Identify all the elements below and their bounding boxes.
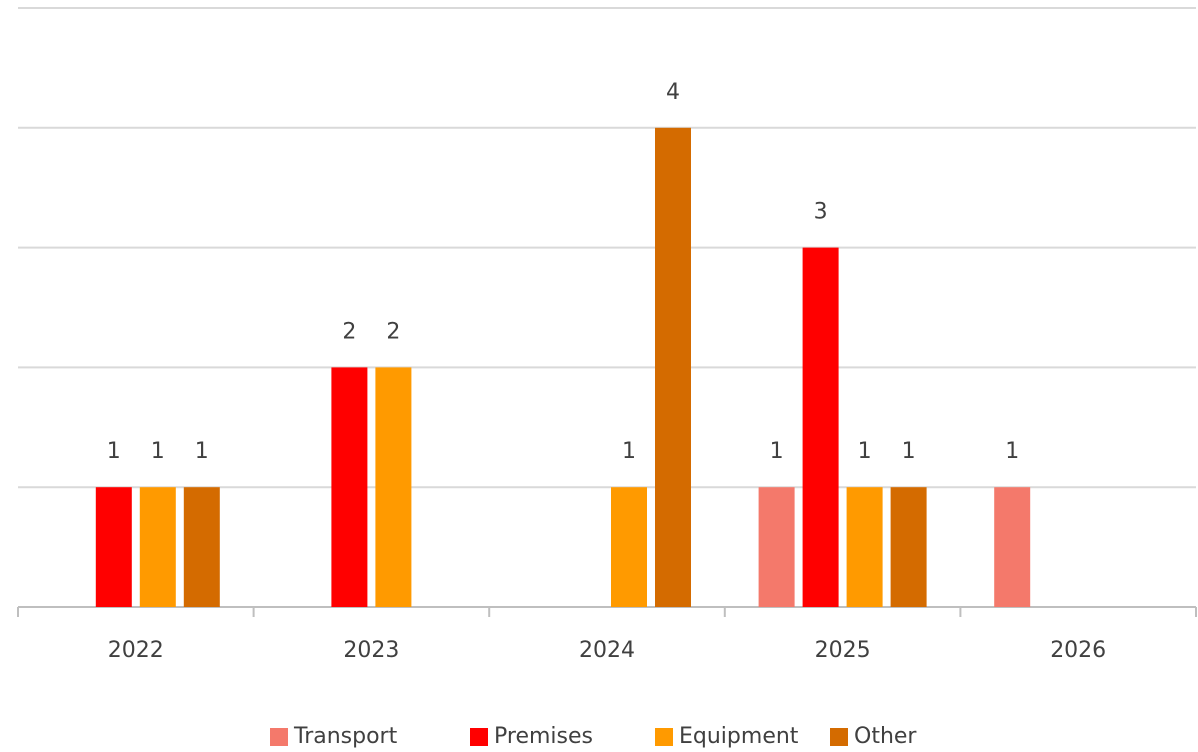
x-tick-label: 2026	[1050, 638, 1106, 663]
bar	[758, 487, 795, 607]
legend-label: Other	[854, 724, 917, 749]
bar	[611, 487, 647, 607]
data-label: 2	[342, 319, 356, 344]
legend-swatch	[270, 728, 288, 746]
x-tick-label: 2025	[815, 638, 871, 663]
legend-swatch	[830, 728, 848, 746]
bar	[95, 487, 132, 607]
data-label: 1	[195, 439, 209, 464]
legend-label: Premises	[494, 724, 593, 749]
data-label: 1	[107, 439, 121, 464]
legend-swatch	[470, 728, 488, 746]
bar	[846, 487, 883, 607]
bar	[802, 247, 839, 607]
bar	[331, 367, 368, 607]
x-tick-label: 2023	[343, 638, 399, 663]
bar	[139, 487, 176, 607]
data-label: 1	[902, 439, 916, 464]
data-label: 1	[1005, 439, 1019, 464]
bar	[890, 487, 927, 607]
data-label: 1	[622, 439, 636, 464]
bar	[375, 367, 412, 607]
data-label: 1	[858, 439, 872, 464]
data-label: 1	[770, 439, 784, 464]
data-label: 4	[666, 80, 680, 105]
bar	[183, 487, 220, 607]
legend-swatch	[655, 728, 673, 746]
data-label: 3	[814, 200, 828, 225]
data-label: 1	[151, 439, 165, 464]
x-tick-label: 2024	[579, 638, 635, 663]
bar	[994, 487, 1031, 607]
legend-label: Equipment	[679, 724, 799, 749]
x-tick-label: 2022	[108, 638, 164, 663]
legend-label: Transport	[293, 724, 398, 749]
bar	[655, 127, 691, 608]
data-label: 2	[386, 319, 400, 344]
